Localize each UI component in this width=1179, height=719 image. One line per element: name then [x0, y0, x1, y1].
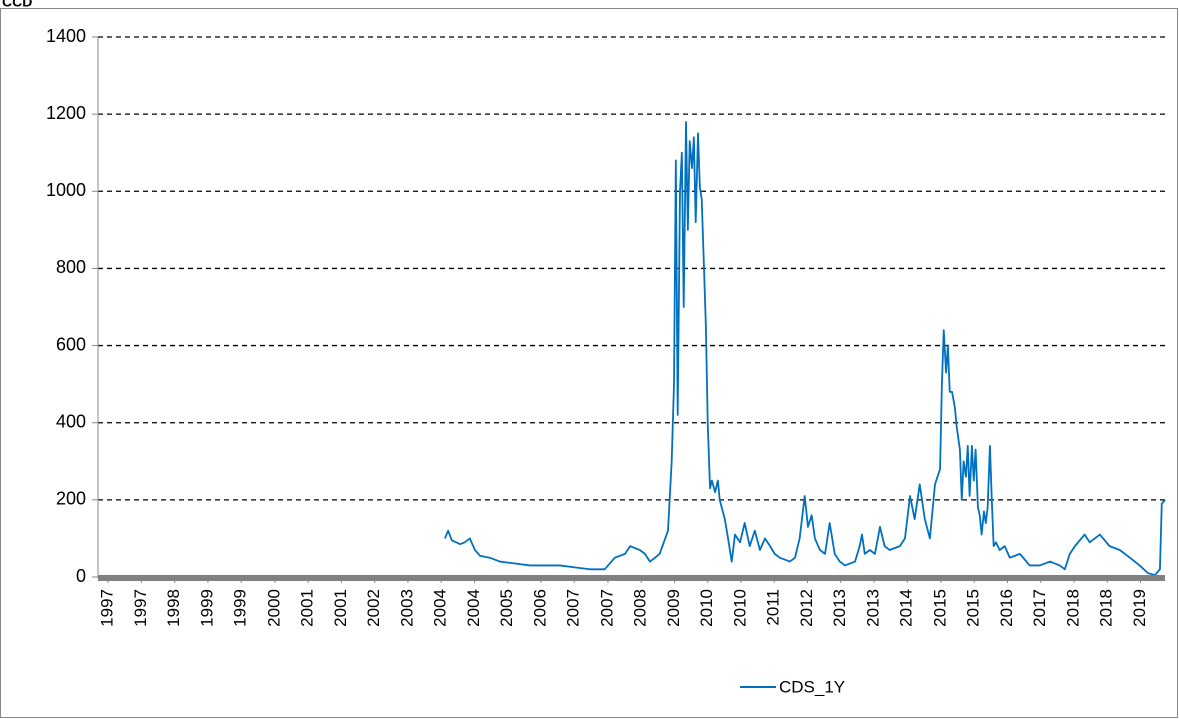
x-tick-label: 2016	[997, 589, 1016, 627]
y-tick-label: 200	[56, 489, 86, 509]
y-tick-label: 800	[56, 257, 86, 277]
y-tick-label: 600	[56, 334, 86, 354]
x-tick-label: 1998	[164, 589, 183, 627]
line-series	[444, 120, 1166, 576]
x-tick-label: 2000	[264, 589, 283, 627]
y-tick-label: 1400	[46, 26, 86, 46]
x-tick-label: 2013	[863, 589, 882, 627]
x-tick-label: 2019	[1130, 589, 1149, 627]
x-tick-label: 2001	[298, 589, 317, 627]
x-tick-label: 1999	[197, 589, 216, 627]
x-tick-label: 2012	[797, 589, 816, 627]
x-tick-label: 2011	[764, 589, 783, 626]
x-tick-label: 1997	[131, 589, 150, 627]
y-tick-label: 400	[56, 411, 86, 431]
chart-title: CCD	[2, 0, 32, 10]
x-tick-label: 2004	[464, 589, 483, 627]
x-tick-label: 2001	[331, 589, 350, 627]
x-tick-label: 2015	[930, 589, 949, 627]
chart-border	[0, 8, 1178, 718]
x-axis	[98, 575, 1165, 581]
x-tick-label: 2002	[364, 589, 383, 627]
x-tick-label: 2006	[530, 589, 549, 627]
y-tick-label: 0	[76, 566, 86, 586]
y-tick-label: 1000	[46, 180, 86, 200]
y-tick-label: 1200	[46, 103, 86, 123]
x-tick-label: 1999	[231, 589, 250, 627]
x-tick-label: 2004	[431, 589, 450, 627]
x-tick-label: 2015	[964, 589, 983, 627]
x-tick-label: 2008	[631, 589, 650, 627]
x-tick-label: 1997	[98, 589, 117, 627]
x-tick-label: 2010	[697, 589, 716, 627]
x-tick-label: 2014	[897, 589, 916, 627]
x-tick-label: 2018	[1097, 589, 1116, 627]
x-tick-label: 2013	[830, 589, 849, 627]
legend-label: CDS_1Y	[779, 677, 845, 696]
x-tick-label: 2009	[664, 589, 683, 627]
x-tick-label: 2003	[397, 589, 416, 627]
x-tick-label: 2005	[497, 589, 516, 627]
x-tick-label: 2007	[597, 589, 616, 627]
x-tick-label: 2007	[564, 589, 583, 627]
x-tick-label: 2018	[1063, 589, 1082, 627]
x-tick-label: 2010	[730, 589, 749, 627]
x-tick-label: 2017	[1030, 589, 1049, 627]
